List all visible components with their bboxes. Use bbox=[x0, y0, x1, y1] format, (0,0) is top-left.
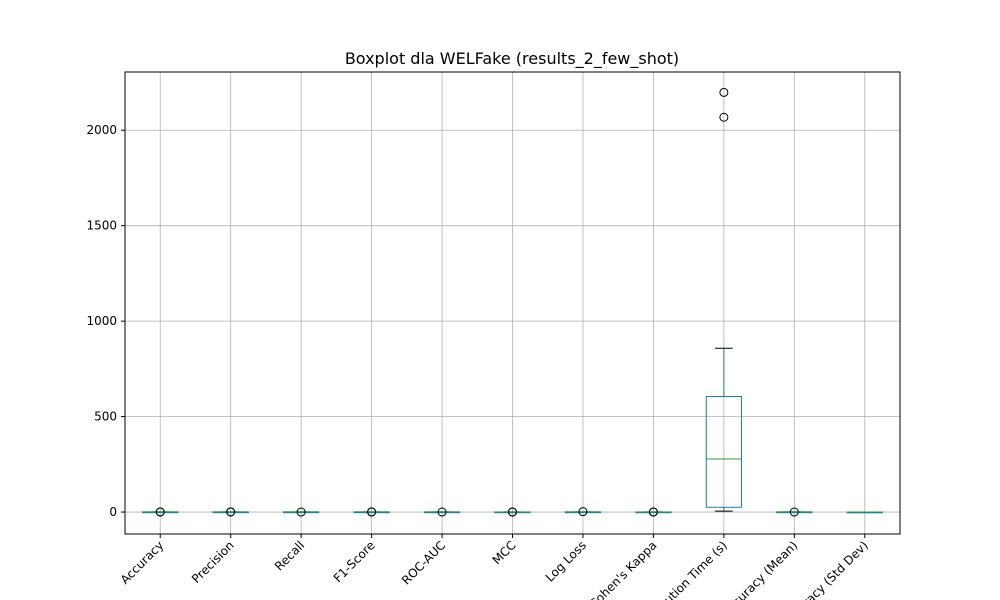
x-tick-label: Accuracy bbox=[118, 538, 167, 587]
outlier-point bbox=[226, 507, 236, 517]
plot-frame bbox=[124, 71, 901, 535]
iqr-box bbox=[705, 396, 742, 508]
x-tick-label: Cohen's Kappa bbox=[586, 538, 659, 600]
x-tick-label: F1-Score bbox=[331, 538, 378, 585]
x-tick-label: MCC bbox=[490, 538, 519, 567]
outlier-point bbox=[155, 507, 165, 517]
box-layer bbox=[142, 87, 883, 517]
outlier-point bbox=[578, 507, 588, 517]
outlier-point bbox=[789, 507, 799, 517]
outlier-point bbox=[719, 112, 729, 122]
outlier-point bbox=[367, 507, 377, 517]
outlier-point bbox=[508, 507, 517, 517]
x-tick-label: Recall bbox=[272, 538, 307, 573]
outlier-point bbox=[437, 507, 447, 517]
x-tick-label: ROC-AUC bbox=[399, 538, 448, 587]
y-tick-label: 1500 bbox=[86, 219, 117, 233]
outlier-point bbox=[648, 507, 658, 517]
y-tick-label: 1000 bbox=[86, 314, 117, 328]
outlier-point bbox=[296, 507, 306, 517]
chart-title: Boxplot dla WELFake (results_2_few_shot) bbox=[345, 49, 679, 69]
x-tick-label: Log Loss bbox=[543, 538, 589, 584]
axis-layer: 0 500 1000 1500 2000 Accuracy Precision Recall F… bbox=[86, 123, 870, 600]
x-tick-label: Precision bbox=[189, 538, 237, 586]
y-tick-label: 2000 bbox=[86, 123, 117, 137]
outlier-point bbox=[719, 87, 729, 97]
y-tick-label: 0 bbox=[109, 505, 117, 519]
y-tick-label: 500 bbox=[94, 410, 117, 424]
x-tick-label: Accuracy (Mean) bbox=[719, 538, 800, 600]
grid-layer bbox=[125, 72, 900, 534]
